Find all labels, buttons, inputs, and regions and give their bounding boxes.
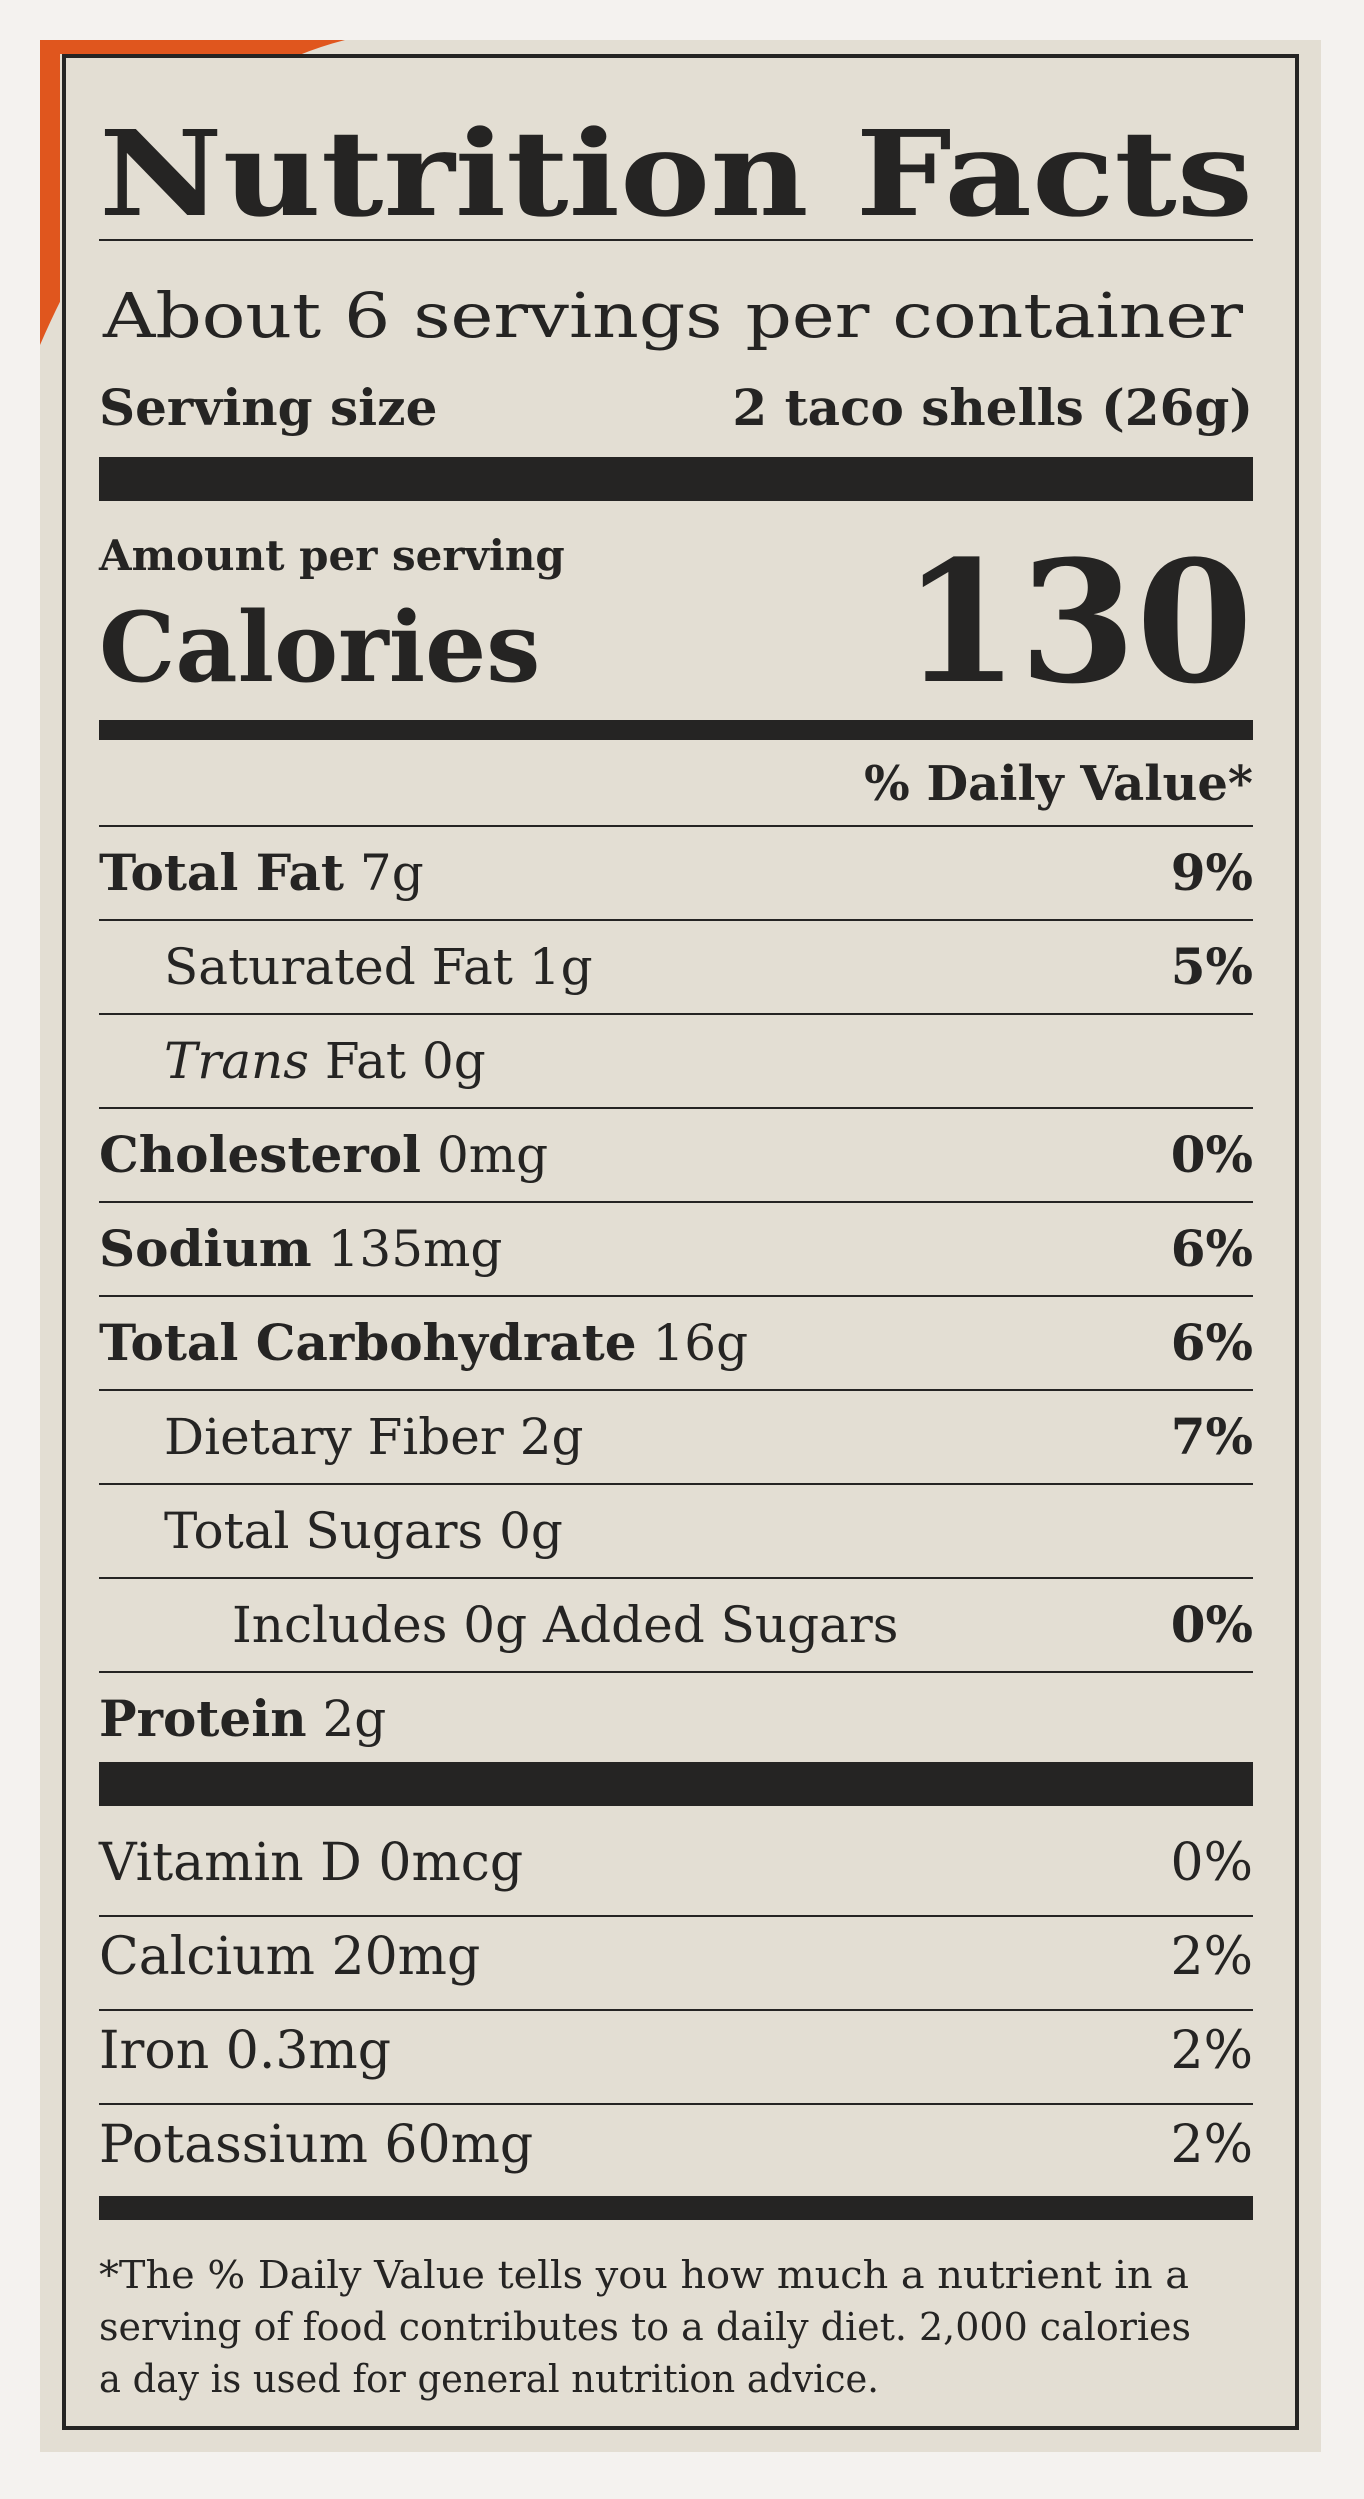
- daily-value-header: % Daily Value*: [864, 756, 1253, 812]
- nutrient-amount: 7g: [360, 844, 424, 902]
- nutrient-amount: 0g: [422, 1032, 486, 1090]
- vitamin-name: Potassium: [99, 2115, 368, 2175]
- nutrient-row: Total Fat 7g: [99, 843, 424, 902]
- nutrient-row: Protein 2g: [99, 1689, 386, 1748]
- nutrient-amount: 2g: [520, 1408, 584, 1466]
- amount-per-serving: Amount per serving: [98, 531, 565, 580]
- nutrient-name: Cholesterol: [99, 1125, 421, 1184]
- daily-value: 2%: [1171, 2021, 1254, 2081]
- thick-bar: [99, 457, 1253, 501]
- nutrient-amount: 135mg: [328, 1220, 503, 1278]
- vitamin-row: Potassium 60mg: [99, 2115, 533, 2175]
- nutrient-row: Saturated Fat 1g: [164, 938, 593, 996]
- footnote-line: serving of food contributes to a daily d…: [99, 2305, 1191, 2349]
- nutrient-name: Fat: [325, 1032, 406, 1090]
- nutrient-name: Dietary Fiber: [164, 1408, 504, 1466]
- footnote-line: *The % Daily Value tells you how much a …: [99, 2253, 1189, 2297]
- vitamin-amount: 0.3mg: [226, 2021, 391, 2081]
- daily-value: 0%: [1171, 1833, 1254, 1893]
- nutrient-name-italic: Trans: [164, 1032, 309, 1090]
- daily-value: 6%: [1171, 1219, 1253, 1278]
- servings: About 6 servings per container: [102, 279, 1244, 352]
- nutrient-row: Includes 0g Added Sugars: [232, 1596, 898, 1654]
- daily-value: 7%: [1171, 1407, 1253, 1466]
- vitamin-amount: 60mg: [384, 2115, 533, 2175]
- nutrient-row: Sodium 135mg: [99, 1219, 502, 1278]
- label-background: [60, 54, 1321, 2452]
- title: Nutrition Facts: [99, 104, 1253, 243]
- nutrient-row: Trans Fat 0g: [164, 1032, 486, 1090]
- nutrient-name: Saturated Fat: [164, 938, 513, 996]
- daily-value: 0%: [1171, 1595, 1253, 1654]
- nutrient-amount: 0mg: [437, 1126, 548, 1184]
- nutrient-name: Total Carbohydrate: [99, 1313, 637, 1372]
- daily-value: 2%: [1171, 1927, 1254, 1987]
- vitamin-amount: 0mcg: [378, 1833, 523, 1893]
- label-border: [62, 54, 1299, 2430]
- daily-value: 5%: [1171, 937, 1253, 996]
- nutrient-amount: 0g: [499, 1502, 563, 1560]
- medium-bar: [99, 2196, 1253, 2220]
- nutrient-name: Total Fat: [99, 843, 344, 902]
- medium-bar: [99, 720, 1253, 740]
- calories-value: 130: [902, 523, 1253, 721]
- nutrient-row: Cholesterol 0mg: [99, 1125, 548, 1184]
- nutrient-row: Total Sugars 0g: [164, 1502, 563, 1560]
- vitamin-amount: 20mg: [332, 1927, 481, 1987]
- serving-size-label: Serving size: [99, 378, 437, 437]
- serving-size-value: 2 taco shells (26g): [732, 378, 1253, 437]
- nutrient-name: Total Sugars: [164, 1502, 483, 1560]
- nutrient-amount: 16g: [652, 1314, 748, 1372]
- footnote-line: a day is used for general nutrition advi…: [99, 2357, 879, 2401]
- calories-label: Calories: [99, 591, 540, 704]
- vitamin-name: Vitamin D: [98, 1833, 362, 1893]
- nutrient-row: Total Carbohydrate 16g: [99, 1313, 748, 1372]
- thick-bar: [99, 1762, 1253, 1806]
- vitamin-name: Calcium: [99, 1927, 315, 1987]
- nutrient-amount: 1g: [529, 938, 593, 996]
- vitamin-row: Iron 0.3mg: [99, 2021, 391, 2081]
- vitamin-row: Vitamin D 0mcg: [98, 1833, 523, 1893]
- vitamin-name: Iron: [99, 2021, 209, 2081]
- daily-value: 9%: [1171, 843, 1253, 902]
- nutrient-name: Sodium: [99, 1219, 312, 1278]
- daily-value: 2%: [1171, 2115, 1254, 2175]
- nutrient-name: Protein: [99, 1689, 307, 1748]
- nutrient-amount: 2g: [322, 1690, 386, 1748]
- nutrient-row: Dietary Fiber 2g: [164, 1408, 584, 1466]
- nutrient-name: Includes 0g Added Sugars: [232, 1596, 898, 1654]
- vitamin-row: Calcium 20mg: [99, 1927, 480, 1987]
- daily-value: 0%: [1171, 1125, 1253, 1184]
- daily-value: 6%: [1171, 1313, 1253, 1372]
